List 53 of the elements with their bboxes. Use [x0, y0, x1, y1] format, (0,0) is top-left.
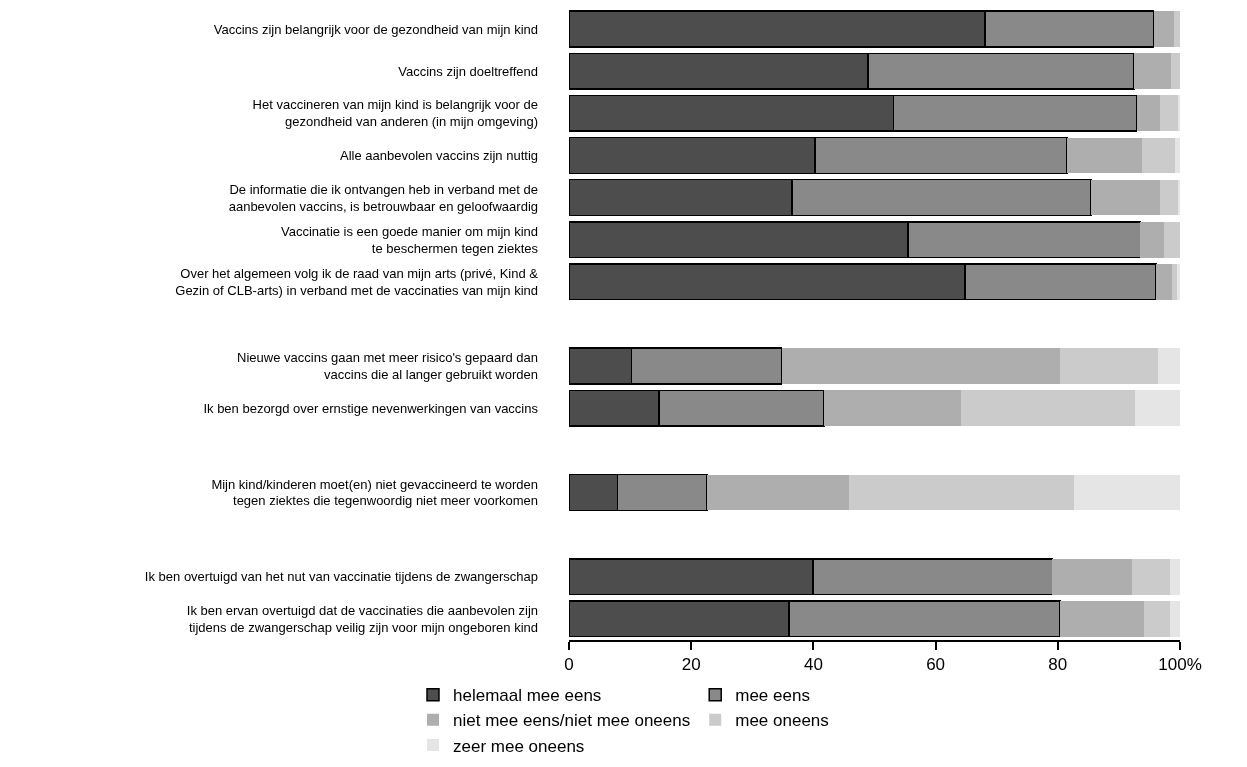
- y-tick-label: De informatie die ik ontvangen heb in verband met de aanbevolen vaccins, is betrouwbaar en geloofwaardig: [228, 181, 538, 214]
- y-tick-label: Ik ben bezorgd over ernstige nevenwerkingen van vaccins: [203, 400, 539, 416]
- y-tick-label: Nieuwe vaccins gaan met meer risico's gepaard dan vaccins die al langer gebruikt worden: [237, 350, 538, 383]
- bar: [1059, 348, 1158, 384]
- bar: [1173, 11, 1180, 47]
- bar: [1060, 600, 1144, 637]
- y-tick-label: Het vaccineren van mijn kind is belangrijk voor de gezondheid van anderen (in mijn omgeving): [252, 97, 538, 130]
- y-tick-label: Vaccins zijn belangrijk voor de gezondheid van mijn kind: [213, 21, 538, 37]
- bar: [1090, 179, 1160, 216]
- y-tick-label: Mijn kind/kinderen moet(en) niet gevaccineerd te worden tegen ziektes die tegenwoordig niet meer voorkomen: [211, 476, 538, 509]
- legend-label: zeer mee oneens: [453, 736, 585, 756]
- bar: [848, 474, 1074, 511]
- legend-label: mee eens: [735, 686, 810, 706]
- x-tick-label: 100%: [1158, 654, 1202, 674]
- y-tick-label: Vaccins zijn doeltreffend: [398, 63, 538, 79]
- bar: [1169, 600, 1180, 637]
- bar: [1073, 474, 1180, 511]
- bar: [1172, 263, 1177, 300]
- bar: [1140, 221, 1164, 258]
- bar: [961, 390, 1136, 427]
- bar: [1158, 348, 1180, 384]
- x-tick-label: 20: [681, 654, 701, 674]
- legend-label: mee oneens: [735, 711, 829, 731]
- y-tick-label: Alle aanbevolen vaccins zijn nuttig: [339, 147, 538, 163]
- bar: [707, 474, 849, 511]
- bar: [1066, 137, 1142, 174]
- bar: [1176, 263, 1180, 300]
- x-tick-label: 60: [926, 654, 946, 674]
- y-tick-label: Ik ben overtuigd van het nut van vaccinatie tijdens de zwangerschap: [144, 569, 538, 585]
- legend-label: helemaal mee eens: [453, 686, 602, 706]
- bar: [1143, 600, 1170, 637]
- x-tick-label: 80: [1048, 654, 1068, 674]
- bar: [1159, 95, 1179, 132]
- bar: [1131, 558, 1171, 595]
- bar: [1136, 95, 1160, 132]
- bar: [823, 390, 962, 427]
- bar: [1170, 558, 1180, 595]
- legend-label: niet mee eens/niet mee oneens: [453, 711, 691, 731]
- x-tick-label: 0: [564, 654, 574, 674]
- y-tick-label: Over het algemeen volg ik de raad van mijn arts (privé, Kind & Gezin of CLB-arts) in verband met de vaccinaties van mijn kind: [175, 265, 539, 298]
- bar: [1141, 137, 1175, 174]
- bar: [1135, 390, 1180, 427]
- bar: [1159, 179, 1179, 216]
- y-tick-label: Ik ben ervan overtuigd dat de vaccinaties die aanbevolen zijn tijdens de zwangerschap veilig zijn voor mijn ongeboren kind: [186, 602, 538, 635]
- x-tick-label: 40: [803, 654, 823, 674]
- bar: [1163, 221, 1180, 258]
- y-tick-label: Vaccinatie is een goede manier om mijn kind te beschermen tegen ziektes: [280, 223, 539, 256]
- bar: [1156, 263, 1173, 300]
- bar: [781, 348, 1060, 384]
- bar: [1153, 11, 1174, 47]
- bar: [1170, 53, 1180, 90]
- bar: [1134, 53, 1171, 90]
- bar: [1052, 558, 1132, 595]
